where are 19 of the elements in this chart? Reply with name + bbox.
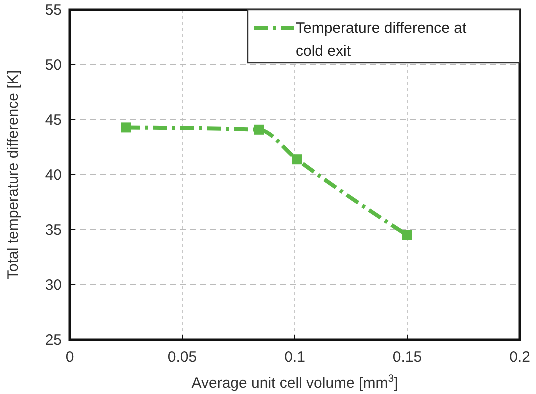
y-tick-label: 35 bbox=[45, 222, 62, 239]
point bbox=[121, 122, 132, 133]
y-tick-label: 25 bbox=[45, 332, 62, 349]
y-axis-title: Total temperature difference [K] bbox=[5, 70, 22, 280]
point bbox=[254, 124, 264, 135]
point bbox=[292, 154, 302, 165]
y-tick-label: 30 bbox=[45, 277, 62, 294]
x-tick-label: 0.05 bbox=[168, 349, 198, 366]
y-tick-label: 40 bbox=[45, 167, 62, 184]
point bbox=[402, 230, 412, 240]
x-axis-title: Average unit cell volume [mm$^{3}$] bbox=[192, 373, 398, 392]
legend-label: Temperature difference at cold exit bbox=[296, 20, 468, 60]
y-tick-label: 45 bbox=[45, 112, 62, 129]
y-tick-label: 55 bbox=[45, 2, 62, 19]
x-tick-label: 0 bbox=[66, 349, 74, 366]
x-tick-label: 0.2 bbox=[510, 349, 530, 366]
x-tick-label: 0.1 bbox=[284, 349, 306, 366]
y-tick-label: 50 bbox=[45, 57, 62, 74]
x-tick-label: 0.15 bbox=[392, 349, 422, 366]
